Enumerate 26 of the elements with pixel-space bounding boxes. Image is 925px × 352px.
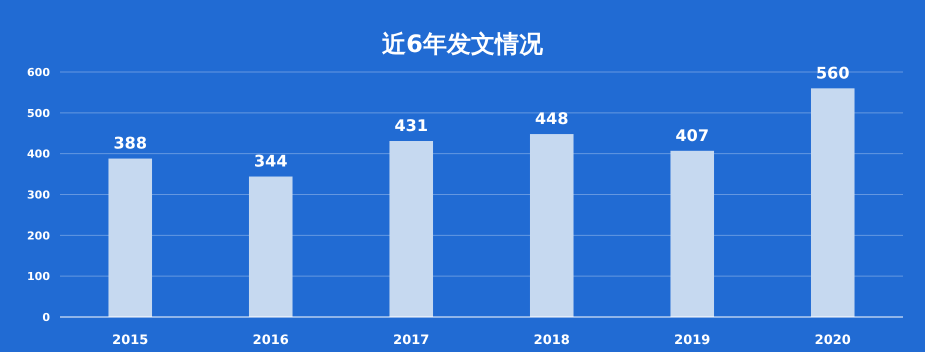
bar bbox=[248, 176, 293, 317]
x-tick-label: 2018 bbox=[534, 333, 570, 348]
y-tick-label: 0 bbox=[42, 311, 50, 324]
x-tick-label: 2015 bbox=[112, 333, 148, 348]
bar bbox=[530, 134, 574, 317]
data-label: 388 bbox=[114, 134, 147, 153]
y-tick-label: 400 bbox=[27, 148, 50, 161]
bar bbox=[108, 158, 152, 317]
data-label: 560 bbox=[816, 63, 850, 82]
y-tick-label: 600 bbox=[27, 66, 50, 79]
bar bbox=[810, 88, 855, 317]
x-tick-label: 2017 bbox=[393, 333, 430, 348]
x-tick-label: 2019 bbox=[674, 333, 710, 348]
x-tick-label: 2020 bbox=[814, 333, 851, 348]
data-label: 448 bbox=[535, 109, 568, 128]
data-label: 407 bbox=[676, 126, 709, 145]
data-label: 344 bbox=[254, 152, 288, 171]
bar bbox=[389, 141, 434, 317]
y-tick-label: 500 bbox=[27, 106, 50, 120]
chart-title: 近6年发文情况 bbox=[382, 30, 544, 58]
y-tick-label: 100 bbox=[27, 270, 50, 284]
y-tick-label: 300 bbox=[27, 188, 50, 202]
bar bbox=[670, 150, 714, 317]
x-tick-label: 2016 bbox=[252, 333, 289, 348]
data-label: 431 bbox=[394, 116, 428, 136]
y-tick-label: 200 bbox=[27, 229, 50, 242]
